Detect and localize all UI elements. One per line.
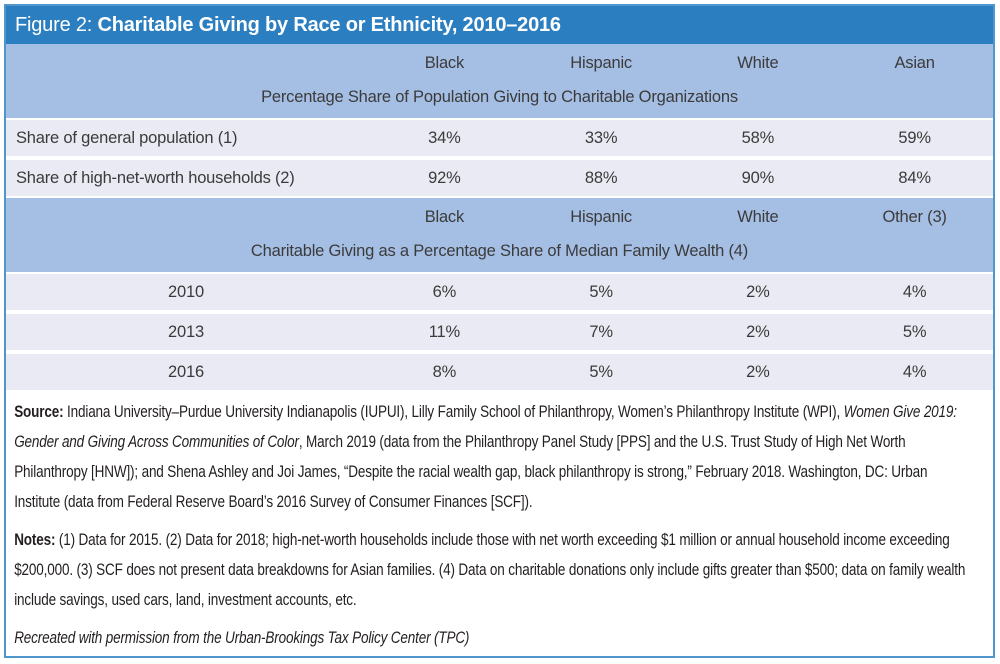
- row-separator: [6, 196, 993, 198]
- cell-2010-white: 2%: [746, 283, 770, 301]
- source-paragraph: Source: Indiana University–Purdue Univer…: [14, 397, 973, 517]
- figure-number: Figure 2:: [15, 14, 93, 36]
- notes-area: Source: Indiana University–Purdue Univer…: [6, 390, 974, 653]
- column-header-asian: Asian: [894, 54, 935, 72]
- row-separator: [6, 118, 993, 120]
- cell-general-asian: 59%: [898, 129, 931, 147]
- row-separator: [6, 350, 993, 354]
- cell-hnw-asian: 84%: [898, 169, 931, 187]
- attribution-line: Recreated with permission from the Urban…: [14, 629, 470, 647]
- table-row-2013: 2013 11% 7% 2% 5%: [6, 314, 993, 350]
- column-header-black: Black: [424, 208, 465, 226]
- column-header-hispanic: Hispanic: [570, 208, 632, 226]
- notes-paragraph: Notes: (1) Data for 2015. (2) Data for 2…: [14, 525, 973, 615]
- cell-2010-other: 4%: [902, 283, 927, 301]
- figure-frame: Figure 2: Charitable Giving by Race or E…: [4, 4, 995, 658]
- cell-2013-hispanic: 7%: [589, 323, 613, 341]
- column-header-white: White: [737, 208, 779, 226]
- cell-hnw-white: 90%: [741, 169, 775, 187]
- table-row-2010: 2010 6% 5% 2% 4%: [6, 274, 993, 310]
- cell-2016-white: 2%: [746, 363, 770, 381]
- cell-2013-white: 2%: [746, 323, 770, 341]
- cell-2016-other: 4%: [902, 363, 927, 381]
- section2-header-band: Black Hispanic White Other (3) Charitabl…: [6, 198, 993, 272]
- cell-general-hispanic: 33%: [584, 129, 618, 147]
- row-label-year: 2013: [168, 323, 204, 341]
- row-separator: [6, 310, 993, 314]
- row-label: Share of general population (1): [16, 129, 238, 147]
- figure-title: Charitable Giving by Race or Ethnicity, …: [97, 14, 562, 36]
- section2-column-header-row: Black Hispanic White Other (3): [6, 198, 993, 234]
- row-separator: [6, 272, 993, 274]
- cell-2013-black: 11%: [428, 323, 460, 341]
- notes-text: (1) Data for 2015. (2) Data for 2018; hi…: [14, 531, 966, 609]
- table-row-high-net-worth: Share of high-net-worth households (2) 9…: [6, 160, 993, 196]
- source-text-1: Indiana University–Purdue University Ind…: [63, 403, 844, 421]
- cell-2016-black: 8%: [432, 363, 457, 381]
- section1-caption: Percentage Share of Population Giving to…: [261, 88, 738, 106]
- corner-empty-cell: [6, 44, 366, 80]
- column-header-black: Black: [424, 54, 465, 72]
- source-text-2: , March 2019 (data from the Philanthropy…: [14, 433, 928, 511]
- cell-2016-hispanic: 5%: [589, 363, 613, 381]
- column-header-white: White: [737, 54, 779, 72]
- cell-hnw-black: 92%: [428, 169, 461, 187]
- cell-2013-other: 5%: [902, 323, 927, 341]
- notes-label: Notes:: [14, 531, 56, 549]
- table-row-2016: 2016 8% 5% 2% 4%: [6, 354, 993, 390]
- source-label: Source:: [14, 403, 64, 421]
- row-label: Share of high-net-worth households (2): [16, 169, 295, 187]
- table-row-general-population: Share of general population (1) 34% 33% …: [6, 120, 993, 156]
- cell-general-black: 34%: [428, 129, 461, 147]
- figure-title-bar: Figure 2: Charitable Giving by Race or E…: [6, 6, 993, 44]
- corner-empty-cell: [6, 198, 366, 234]
- cell-2010-black: 6%: [432, 283, 457, 301]
- source-publication-title: Women Give 2019: Gender and Giving Acros…: [14, 403, 957, 451]
- section2-caption: Charitable Giving as a Percentage Share …: [250, 242, 749, 260]
- cell-general-white: 58%: [741, 129, 775, 147]
- column-header-other: Other (3): [882, 208, 947, 226]
- cell-hnw-hispanic: 88%: [584, 169, 618, 187]
- row-label-year: 2016: [168, 363, 204, 381]
- section1-column-header-row: Black Hispanic White Asian: [6, 44, 993, 80]
- cell-2010-hispanic: 5%: [589, 283, 613, 301]
- row-separator: [6, 156, 993, 160]
- row-label-year: 2010: [168, 283, 204, 301]
- section1-header-band: Black Hispanic White Asian Percentage Sh…: [6, 44, 993, 118]
- column-header-hispanic: Hispanic: [570, 54, 632, 72]
